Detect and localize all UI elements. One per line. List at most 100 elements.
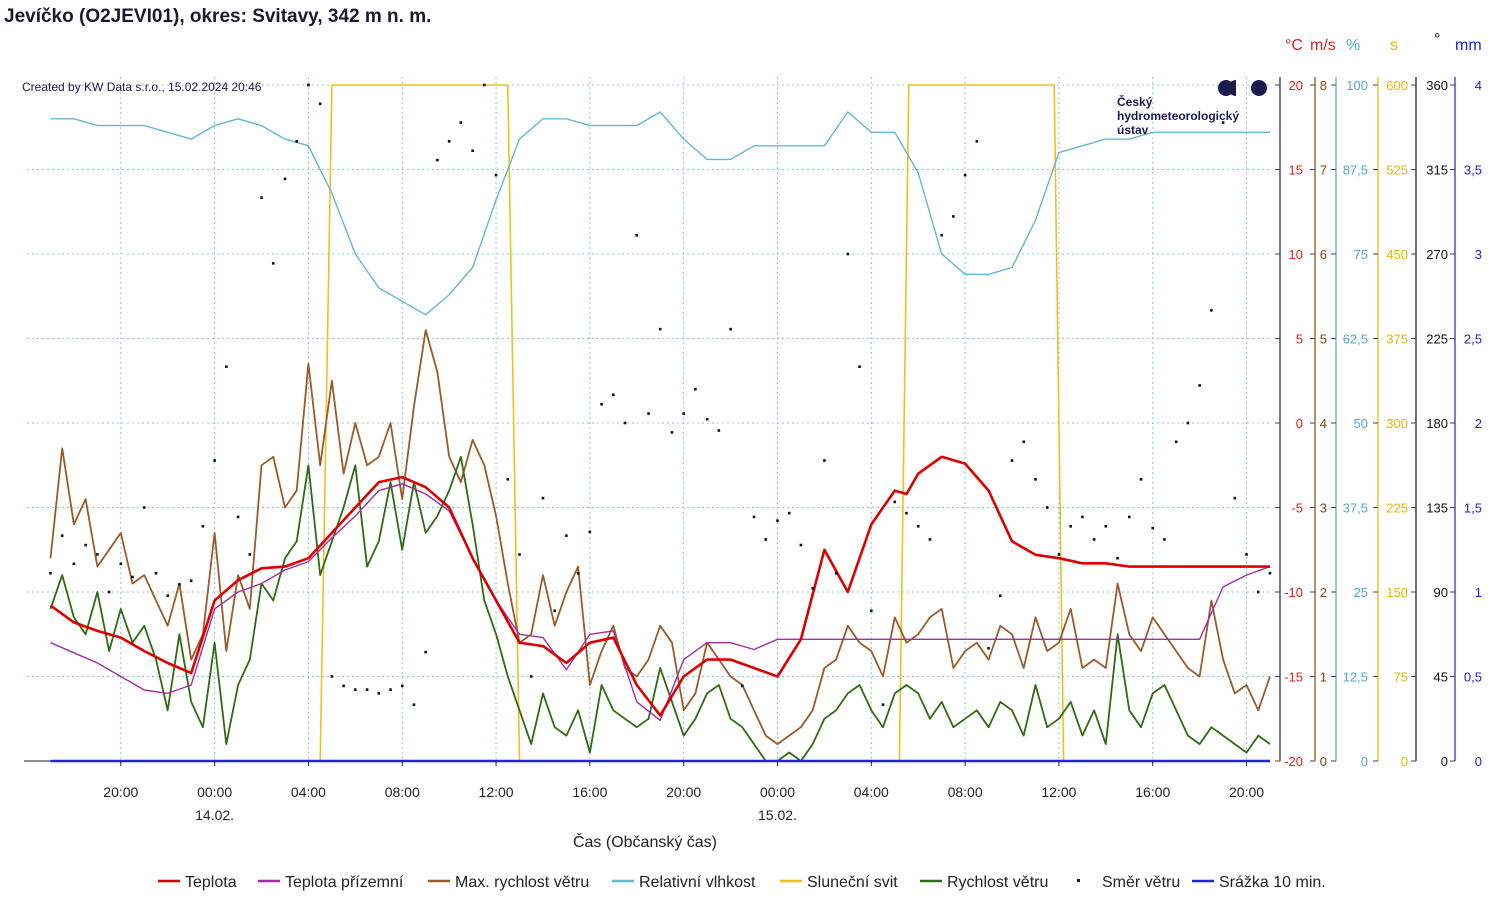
x-tick-label: 16:00 — [1135, 784, 1170, 800]
wind-direction-point — [1139, 478, 1143, 481]
wind-direction-point — [412, 703, 416, 706]
wind-direction-point — [1256, 590, 1260, 594]
wind-direction-point — [236, 515, 240, 519]
logo-line-2: hydrometeorologický — [1117, 109, 1239, 123]
wind-direction-point — [553, 609, 556, 613]
wind-direction-point — [248, 553, 252, 556]
wind-direction-point — [799, 543, 803, 547]
wind-direction-point — [318, 102, 322, 106]
axis-tick-label-rain: 2,5 — [1464, 332, 1482, 347]
axis-tick-label-rh: 37,5 — [1343, 501, 1368, 516]
series-line-rychlost-v-tru — [49, 455, 1271, 762]
axis-tick-label-rh: 25 — [1354, 585, 1368, 600]
wind-direction-point — [1010, 459, 1014, 462]
axis-tick-label-rain: 3 — [1475, 247, 1482, 262]
axis-tick-label-temp: -15 — [1284, 670, 1303, 685]
wind-direction-point — [377, 692, 381, 695]
axis-tick-label-temp: -10 — [1284, 585, 1303, 600]
legend-label: Směr větru — [1102, 874, 1180, 891]
wind-direction-point — [998, 594, 1002, 598]
wind-direction-point — [1034, 478, 1037, 481]
unit-label-1: m/s — [1310, 37, 1336, 54]
axis-tick-label-sun: 225 — [1386, 501, 1408, 516]
x-tick-label: 16:00 — [572, 784, 607, 800]
wind-direction-point — [225, 365, 228, 368]
wind-direction-point — [283, 177, 287, 181]
series-line-teplota-p-zemn- — [50, 483, 1271, 722]
axis-tick-label-rh: 0 — [1361, 754, 1368, 769]
wind-direction-point — [682, 412, 685, 415]
axis-tick-label-rh: 12,5 — [1343, 670, 1368, 685]
x-tick-label: 20:00 — [1229, 784, 1264, 800]
x-tick-label: 08:00 — [948, 784, 983, 800]
wind-direction-point — [1127, 515, 1131, 519]
wind-direction-point — [905, 511, 908, 515]
wind-direction-point — [1233, 496, 1237, 500]
wind-direction-point — [858, 365, 861, 368]
axis-tick-label-temp: 0 — [1296, 416, 1303, 431]
wind-direction-point — [1022, 440, 1026, 444]
axis-tick-label-wind: 5 — [1320, 332, 1327, 347]
wind-direction-point — [541, 496, 545, 500]
wind-direction-point — [447, 140, 451, 143]
axis-tick-label-wind: 3 — [1320, 501, 1327, 516]
wind-direction-point — [881, 703, 885, 706]
credit-text: Created by KW Data s.r.o., 15.02.2024 20… — [22, 80, 262, 94]
axis-tick-label-temp: 5 — [1296, 332, 1303, 347]
axis-tick-label-sun: 300 — [1386, 416, 1408, 431]
wind-direction-point — [49, 571, 52, 575]
axis-tick-label-rh: 50 — [1354, 416, 1368, 431]
unit-label-2: % — [1346, 37, 1360, 54]
axis-tick-label-dir: 225 — [1426, 332, 1448, 347]
wind-direction-point — [154, 571, 158, 575]
wind-direction-point — [928, 538, 932, 541]
wind-direction-point — [1198, 384, 1201, 387]
axis-tick-label-sun: 75 — [1394, 670, 1408, 685]
wind-direction-point — [752, 515, 756, 519]
wind-direction-point — [471, 149, 474, 153]
wind-direction-point — [506, 478, 510, 481]
legend-label: Rychlost větru — [947, 874, 1048, 891]
wind-direction-point — [1221, 121, 1225, 124]
axis-tick-label-sun: 525 — [1386, 163, 1408, 178]
logo-line-1: Český — [1117, 94, 1153, 109]
wind-direction-point — [658, 327, 662, 331]
axis-tick-label-rain: 1,5 — [1464, 501, 1482, 516]
wind-direction-point — [1163, 538, 1166, 541]
wind-direction-point — [119, 562, 123, 566]
wind-direction-point — [84, 543, 87, 547]
wind-direction-point — [307, 83, 310, 87]
axis-tick-label-rh: 87,5 — [1343, 163, 1368, 178]
x-tick-label: 08:00 — [385, 784, 420, 800]
wind-direction-point — [166, 594, 170, 598]
wind-direction-point — [72, 562, 76, 566]
axis-tick-label-rain: 2 — [1475, 416, 1482, 431]
x-tick-label: 04:00 — [291, 784, 326, 800]
wind-direction-point — [483, 83, 486, 87]
wind-direction-point — [107, 590, 111, 594]
unit-label-0: °C — [1285, 37, 1303, 54]
wind-layer — [49, 329, 1271, 762]
axis-tick-label-temp: 20 — [1289, 78, 1303, 93]
series-line-max-rychlost-v-tru — [49, 329, 1271, 745]
unit-label-3: s — [1390, 37, 1398, 54]
series-line-relativn-vlhkost — [50, 111, 1270, 316]
wind-direction-point — [1045, 506, 1049, 509]
wind-direction-point — [952, 215, 955, 218]
legend-label: Relativní vlhkost — [639, 874, 756, 891]
axis-tick-label-rh: 62,5 — [1343, 332, 1368, 347]
wind-direction-point — [436, 158, 439, 162]
wind-direction-point — [963, 173, 967, 177]
wind-direction-point — [1245, 553, 1248, 556]
wind-direction-point — [131, 575, 134, 579]
legend-label: Teplota — [185, 874, 237, 891]
wind-direction-point — [354, 688, 357, 691]
wind-direction-point — [741, 684, 744, 688]
axis-tick-label-temp: -5 — [1291, 501, 1303, 516]
wind-direction-point — [518, 553, 521, 556]
wind-direction-point — [846, 252, 850, 256]
axis-tick-label-sun: 600 — [1386, 78, 1408, 93]
wind-direction-point — [776, 519, 779, 522]
legend: Teplota Teplota přízemní Max. rychlost vět… — [158, 874, 1326, 891]
